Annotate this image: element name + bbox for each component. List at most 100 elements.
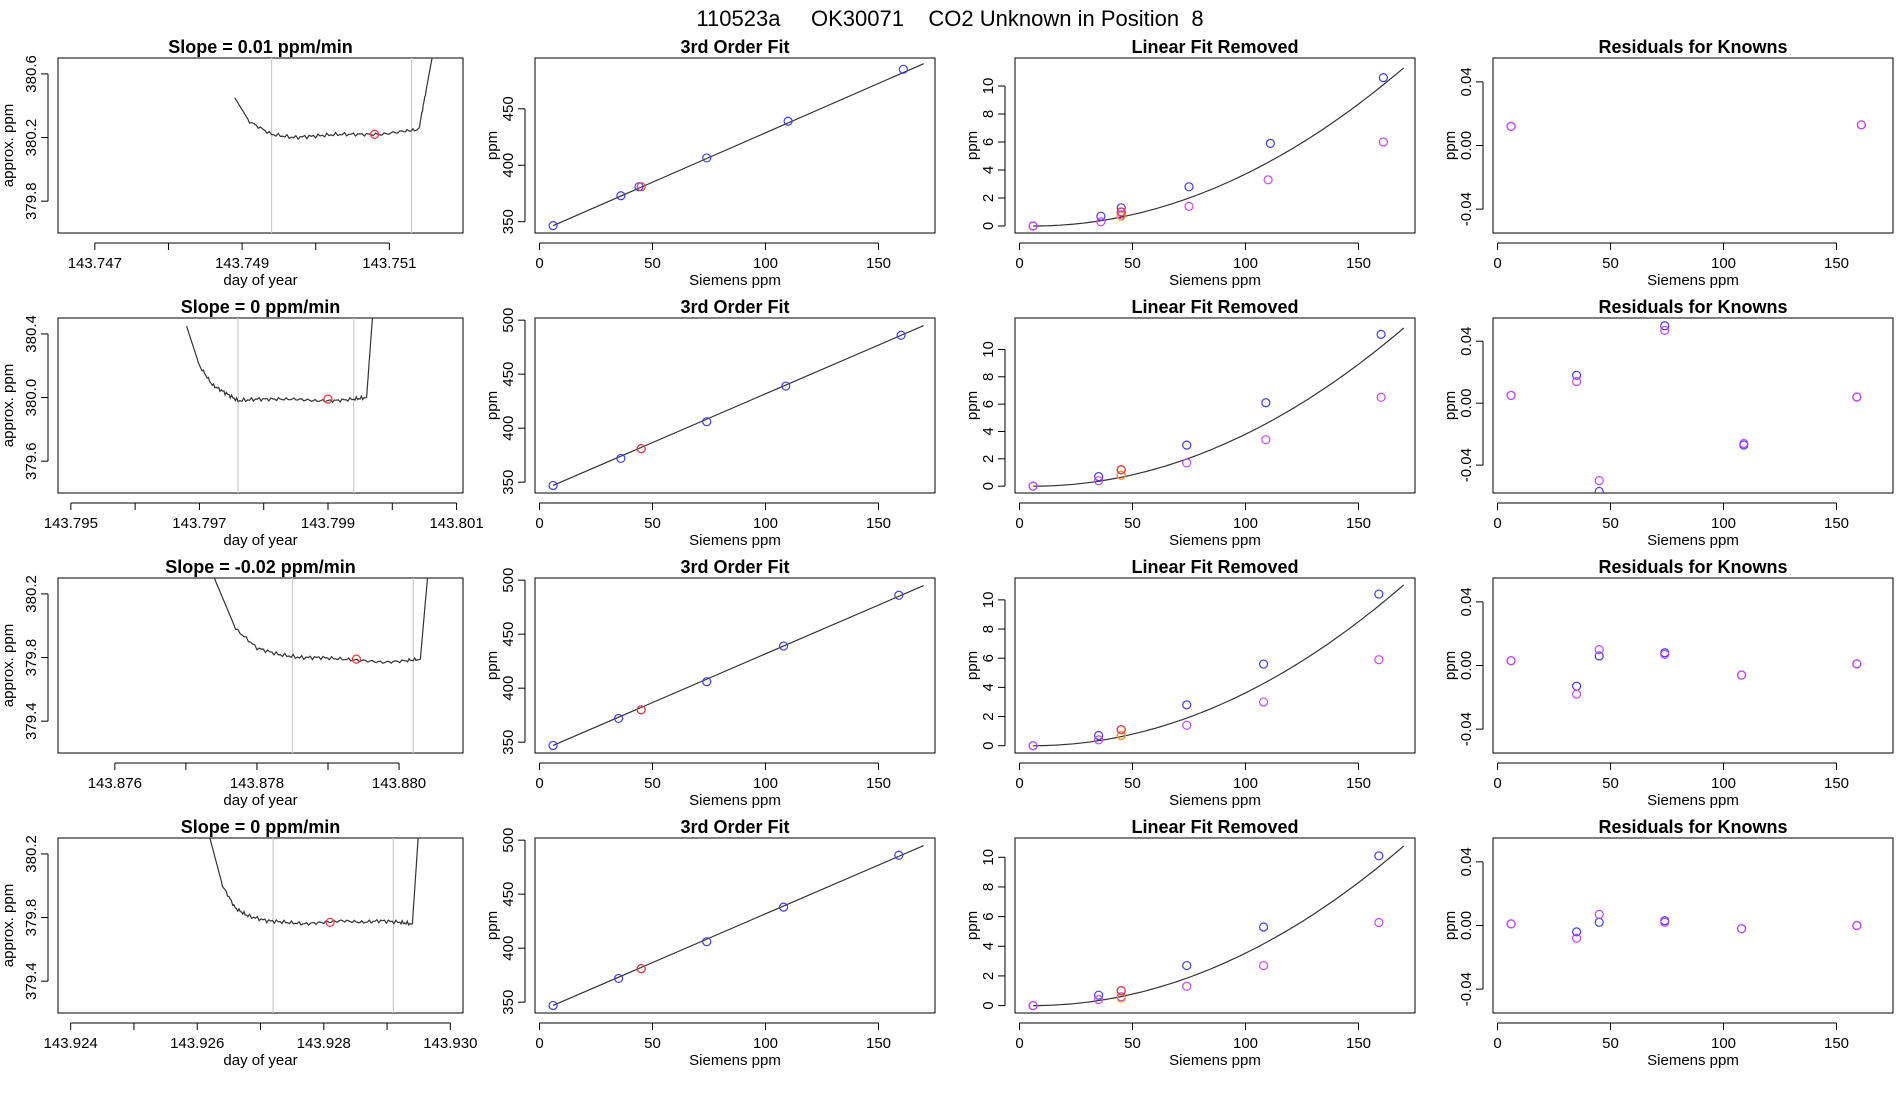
x-tick-label: 0 bbox=[535, 1035, 543, 1052]
point-magenta bbox=[1594, 909, 1604, 919]
unknown-point bbox=[1116, 986, 1126, 996]
point-blue bbox=[1094, 990, 1104, 1000]
plot-frame bbox=[1014, 577, 1416, 754]
chart-title: Linear Fit Removed bbox=[1131, 557, 1298, 577]
x-tick-label: 50 bbox=[644, 515, 661, 532]
point-blue bbox=[1660, 321, 1670, 331]
known-point bbox=[894, 850, 904, 860]
plot-area bbox=[213, 578, 429, 753]
series-line bbox=[234, 58, 433, 141]
point-magenta bbox=[1182, 981, 1192, 991]
y-tick-label: 8 bbox=[980, 625, 997, 633]
y-axis-label: approx. ppm bbox=[0, 884, 17, 967]
point-magenta bbox=[1506, 390, 1516, 401]
point-magenta bbox=[1182, 720, 1192, 730]
y-tick-label: 0 bbox=[980, 1001, 997, 1009]
plot-area bbox=[1506, 644, 1862, 699]
point-magenta bbox=[1506, 919, 1516, 929]
known-point bbox=[778, 641, 789, 651]
series-line bbox=[209, 838, 419, 927]
x-tick-label: 143.876 bbox=[88, 775, 142, 792]
point-magenta bbox=[1258, 960, 1269, 971]
known-point bbox=[896, 330, 906, 340]
point-blue bbox=[1184, 182, 1194, 192]
y-axis-label: ppm bbox=[484, 651, 501, 680]
x-tick-label: 143.878 bbox=[230, 775, 284, 792]
y-tick-label: 0.00 bbox=[1458, 651, 1475, 680]
point-magenta bbox=[1378, 137, 1388, 147]
point-orange bbox=[1116, 730, 1126, 741]
y-axis-label: ppm bbox=[964, 391, 981, 420]
y-tick-label: 0 bbox=[980, 222, 997, 230]
x-tick-label: 50 bbox=[644, 775, 661, 792]
y-tick-label: 6 bbox=[980, 400, 997, 408]
y-axis-label: ppm bbox=[1442, 391, 1459, 420]
plot-area bbox=[1506, 321, 1862, 493]
point-magenta bbox=[1182, 458, 1192, 468]
x-tick-label: 143.926 bbox=[170, 1035, 224, 1052]
known-point bbox=[781, 381, 791, 391]
y-tick-label: 2 bbox=[980, 972, 997, 980]
y-tick-label: 400 bbox=[500, 153, 517, 178]
chart-timeseries-2: Slope = 0 ppm/min 143.795 143.797 143.799 14… bbox=[0, 297, 484, 549]
y-tick-label: 380.2 bbox=[23, 575, 40, 613]
x-axis-label: Siemens ppm bbox=[1169, 532, 1261, 549]
point-blue bbox=[1096, 211, 1106, 221]
chart-title: 3rd Order Fit bbox=[680, 297, 789, 317]
unknown-point bbox=[636, 705, 646, 715]
x-axis-label: Siemens ppm bbox=[1647, 532, 1739, 549]
fit-curve bbox=[1033, 67, 1405, 227]
y-tick-label: 380.4 bbox=[23, 315, 40, 353]
plot-frame bbox=[1492, 577, 1894, 754]
point-magenta bbox=[1258, 697, 1269, 707]
plot-frame bbox=[534, 57, 936, 234]
fit-curve bbox=[1033, 845, 1405, 1007]
x-tick-label: 50 bbox=[1124, 255, 1141, 272]
y-tick-label: 8 bbox=[980, 110, 997, 118]
x-tick-label: 150 bbox=[866, 775, 891, 792]
plot-frame bbox=[534, 577, 936, 754]
x-tick-label: 100 bbox=[1233, 255, 1258, 272]
chart-timeseries-4: Slope = 0 ppm/min 143.924 143.926 143.928 14… bbox=[0, 817, 477, 1069]
chart-linear-removed-2: Linear Fit Removed 0 50 100 150 Siemens ppm 0 2… bbox=[964, 297, 1416, 549]
y-tick-label: -0.04 bbox=[1458, 712, 1475, 746]
x-axis-label: day of year bbox=[223, 272, 297, 289]
point-magenta bbox=[1660, 649, 1670, 659]
plot-frame bbox=[1014, 837, 1416, 1014]
point-magenta bbox=[1028, 481, 1038, 491]
y-tick-label: 350 bbox=[500, 209, 517, 234]
y-tick-label: 380.2 bbox=[23, 835, 40, 873]
known-point bbox=[548, 1000, 558, 1011]
x-tick-label: 100 bbox=[1233, 775, 1258, 792]
x-tick-label: 100 bbox=[1711, 1035, 1736, 1052]
plot-frame bbox=[1014, 317, 1416, 494]
x-tick-label: 150 bbox=[1824, 515, 1849, 532]
chart-residuals-4: Residuals for Knowns 0 50 100 150 Siemens ppm… bbox=[1442, 817, 1894, 1069]
y-axis-label: ppm bbox=[484, 391, 501, 420]
y-tick-label: 8 bbox=[980, 883, 997, 891]
x-tick-label: 0 bbox=[535, 255, 543, 272]
chart-timeseries-1: Slope = 0.01 ppm/min 143.747 143.749 143.75… bbox=[0, 37, 464, 289]
y-tick-label: -0.04 bbox=[1458, 448, 1475, 482]
x-tick-label: 143.930 bbox=[423, 1035, 477, 1052]
x-tick-label: 150 bbox=[1346, 255, 1371, 272]
point-orange bbox=[1116, 470, 1126, 480]
plot-frame bbox=[57, 837, 464, 1014]
x-axis-label: Siemens ppm bbox=[1647, 1052, 1739, 1069]
plot-area bbox=[548, 63, 924, 231]
x-tick-label: 50 bbox=[1602, 255, 1619, 272]
x-axis-label: Siemens ppm bbox=[1647, 792, 1739, 809]
y-tick-label: 2 bbox=[980, 455, 997, 463]
y-axis-label: approx. ppm bbox=[0, 364, 17, 447]
y-axis-label: approx. ppm bbox=[0, 104, 17, 187]
x-tick-label: 50 bbox=[644, 1035, 661, 1052]
plot-frame bbox=[57, 577, 464, 754]
plot-frame bbox=[57, 57, 464, 234]
y-tick-label: 500 bbox=[500, 828, 517, 853]
plot-frame bbox=[1492, 837, 1894, 1014]
x-tick-label: 100 bbox=[753, 515, 778, 532]
chart-title: 3rd Order Fit bbox=[680, 817, 789, 837]
x-axis-label: day of year bbox=[223, 1052, 297, 1069]
point-blue bbox=[1594, 917, 1604, 927]
